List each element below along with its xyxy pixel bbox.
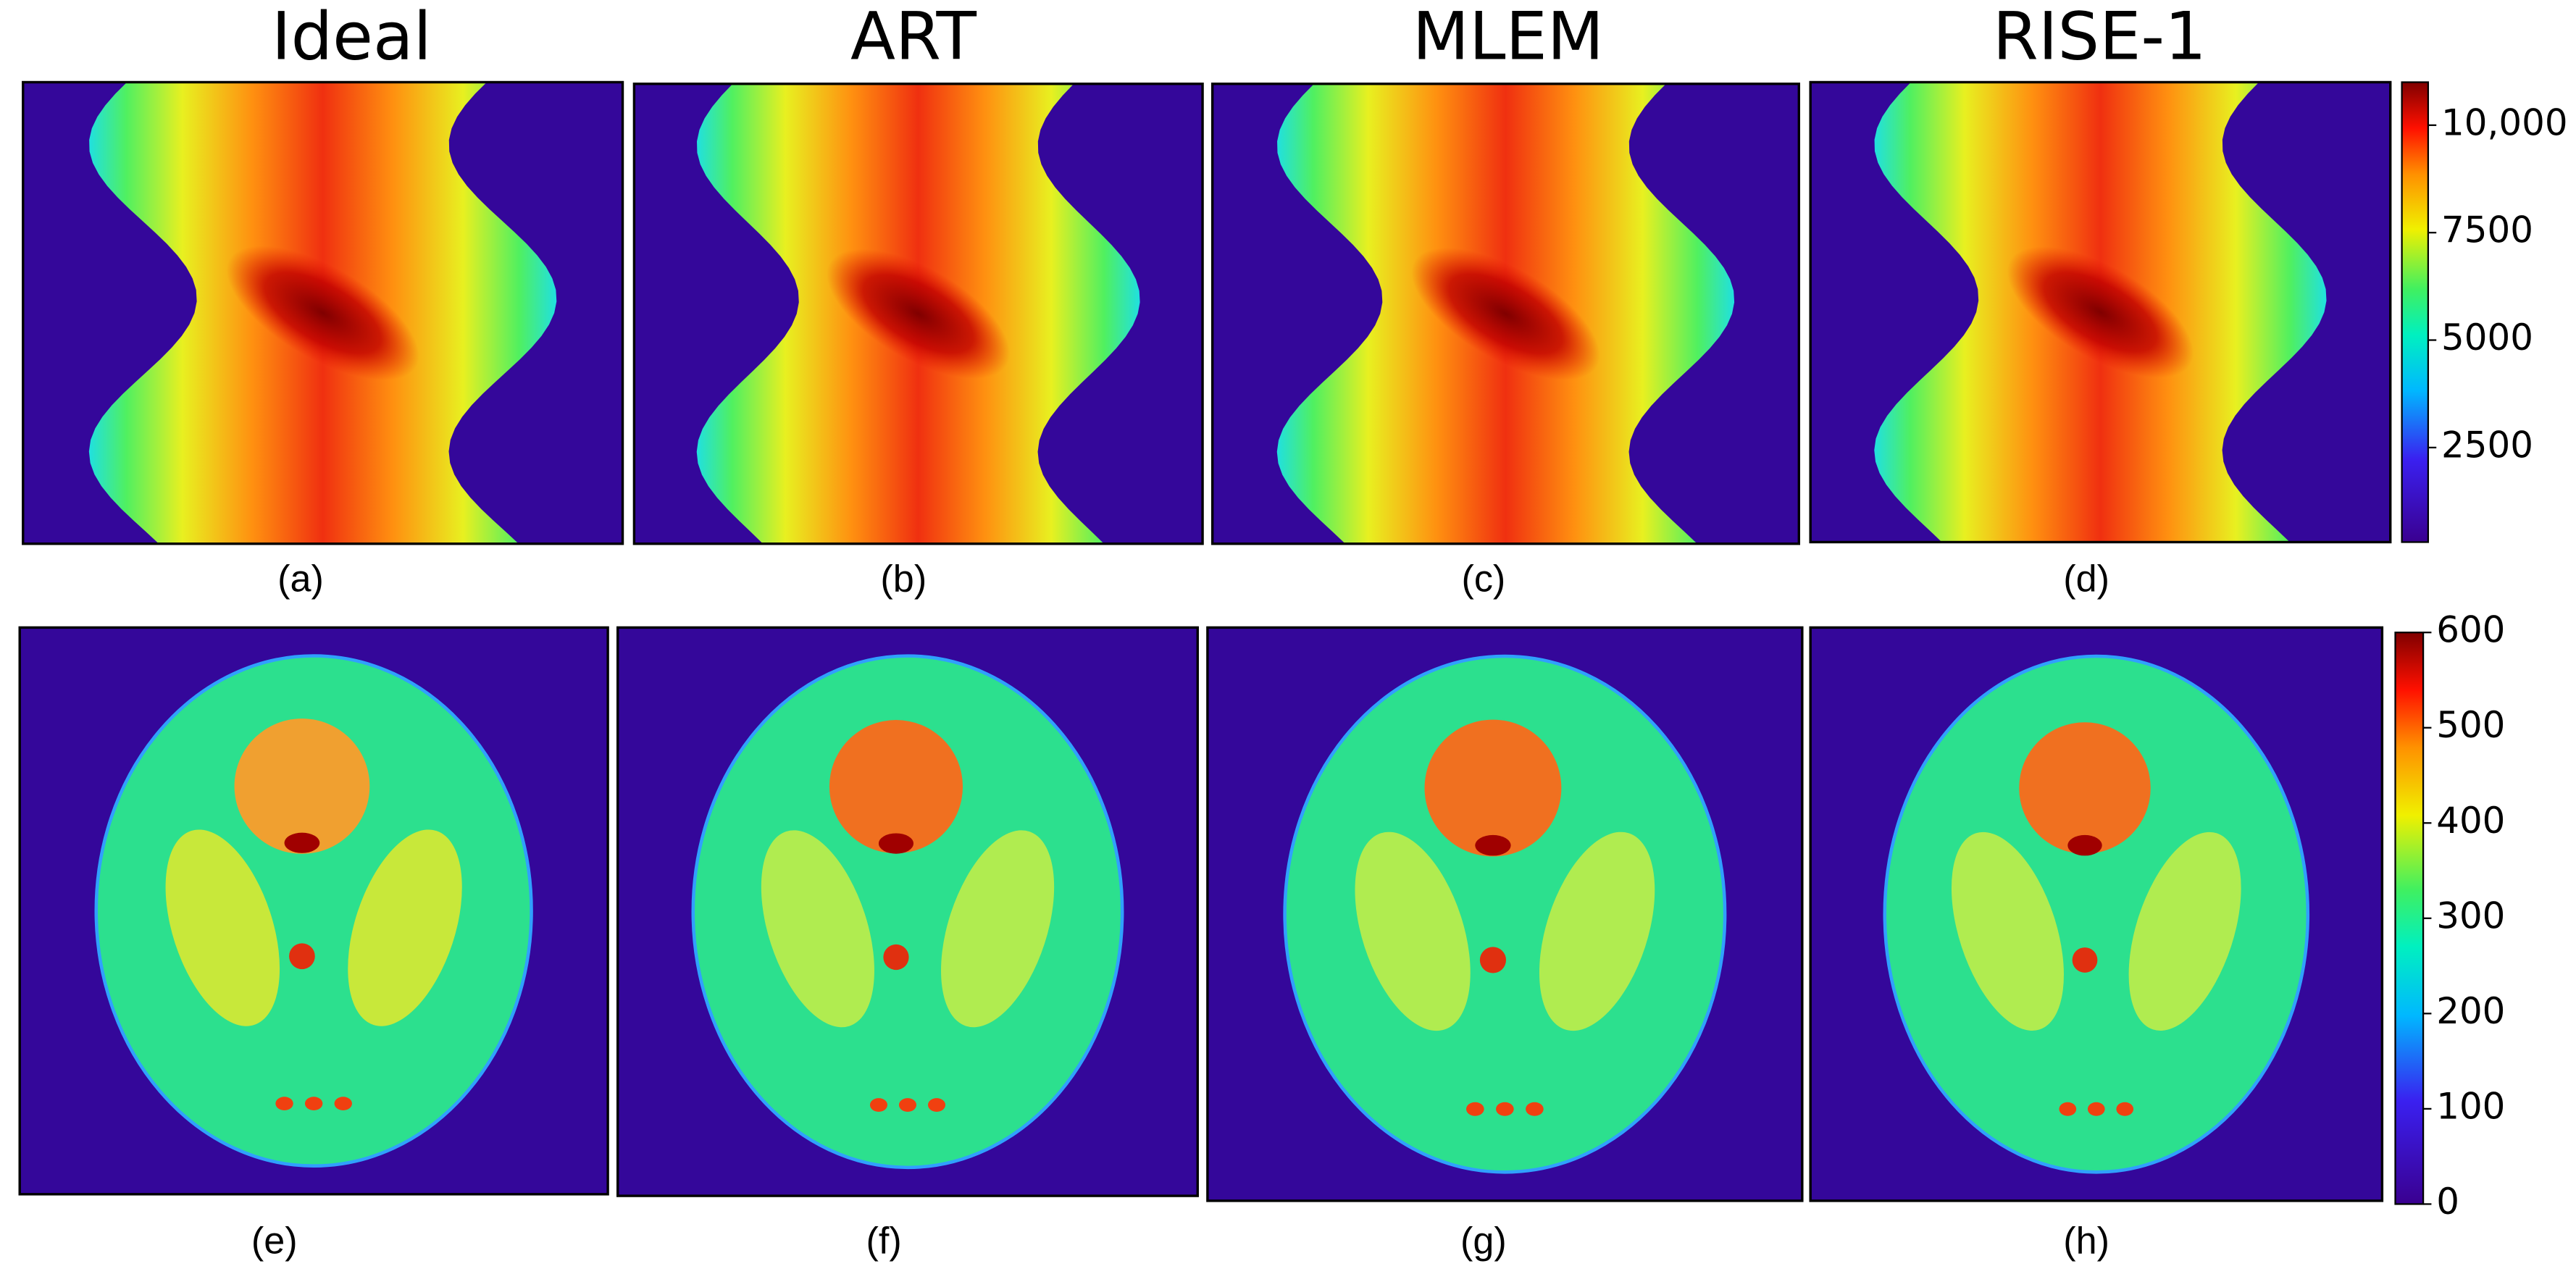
- phantom-dot: [304, 1097, 323, 1111]
- phantom-dot: [2067, 834, 2102, 856]
- sinogram-image: [1210, 83, 1801, 545]
- phantom-dot: [2116, 1102, 2134, 1116]
- sinogram-image: [632, 83, 1204, 545]
- colorbar: [2394, 632, 2425, 1205]
- phantom-lobe: [941, 830, 1055, 1028]
- phantom-image: [1206, 626, 1804, 1202]
- colorbar-tick-label: 500: [2436, 704, 2505, 746]
- band-core: [2007, 246, 2194, 378]
- colorbar-tick-label: 200: [2436, 990, 2505, 1032]
- phantom-lobe: [1539, 831, 1655, 1031]
- colorbar-tick-label: 600: [2436, 609, 2505, 651]
- panel-label: (g): [1460, 1220, 1507, 1262]
- phantom-dot: [1475, 834, 1511, 856]
- phantom-outer: [1283, 654, 1727, 1174]
- panel-label: (b): [880, 558, 927, 600]
- phantom-image: [18, 626, 609, 1196]
- image-border: [616, 626, 1199, 1197]
- colorbar-tick-label: 100: [2436, 1085, 2505, 1127]
- band-core: [226, 246, 419, 380]
- phantom-head: [1424, 719, 1562, 857]
- phantom-dot: [898, 1098, 916, 1112]
- panel-label: (a): [277, 558, 324, 600]
- colorbar-tick-label: 5000: [2441, 317, 2533, 359]
- colorbar-tick-label: 0: [2436, 1181, 2459, 1223]
- phantom-lobe: [165, 829, 280, 1026]
- image-border: [18, 626, 609, 1196]
- colorbar-tick-label: 7500: [2441, 209, 2533, 251]
- phantom-dot: [928, 1098, 946, 1112]
- column-title: MLEM: [1413, 0, 1604, 75]
- phantom-outer: [1883, 654, 2310, 1174]
- colorbar-tick-label: 300: [2436, 895, 2505, 937]
- panel-label: (e): [251, 1220, 298, 1262]
- colorbar-tick-label: 400: [2436, 800, 2505, 842]
- image-border: [632, 83, 1204, 545]
- phantom-image: [1809, 626, 2384, 1202]
- phantom-head: [234, 718, 370, 854]
- colorbar-tick-label: 10,000: [2441, 101, 2568, 143]
- colorbar: [2401, 81, 2430, 543]
- panel-label: (h): [2063, 1220, 2109, 1262]
- phantom-lobe: [348, 829, 462, 1026]
- phantom-dot: [1465, 1102, 1484, 1116]
- phantom-dot: [1479, 947, 1506, 973]
- phantom-dot: [334, 1097, 352, 1111]
- panel-label: (d): [2063, 558, 2109, 600]
- phantom-dot: [1526, 1102, 1544, 1116]
- phantom-dot: [878, 833, 913, 854]
- phantom-head: [2019, 722, 2151, 854]
- phantom-lobe: [2128, 831, 2241, 1031]
- image-border: [1809, 80, 2392, 544]
- colorbar-tick-label: 2500: [2441, 424, 2533, 466]
- image-border: [1809, 626, 2384, 1202]
- column-title: RISE-1: [1993, 0, 2207, 75]
- panel-label: (f): [866, 1220, 901, 1262]
- phantom-dot: [2087, 1102, 2105, 1116]
- panel-label: (c): [1461, 558, 1505, 600]
- phantom-head: [829, 720, 963, 854]
- column-title: Ideal: [272, 0, 432, 75]
- image-border: [1206, 626, 1804, 1202]
- image-border: [1210, 83, 1801, 545]
- phantom-dot: [2059, 1102, 2077, 1116]
- band-core: [1411, 247, 1600, 380]
- image-border: [22, 80, 624, 545]
- phantom-outer: [94, 654, 533, 1168]
- phantom-lobe: [761, 830, 874, 1028]
- sinogram-image: [22, 80, 624, 545]
- sinogram-image: [1809, 80, 2392, 544]
- phantom-dot: [289, 943, 315, 970]
- phantom-dot: [1496, 1102, 1514, 1116]
- phantom-image: [616, 626, 1199, 1197]
- phantom-dot: [883, 944, 909, 971]
- column-title: ART: [850, 0, 977, 75]
- phantom-dot: [869, 1098, 887, 1112]
- phantom-lobe: [1951, 831, 2064, 1031]
- phantom-dot: [2072, 947, 2098, 973]
- phantom-dot: [275, 1097, 293, 1111]
- band-core: [827, 248, 1011, 379]
- phantom-dot: [284, 832, 320, 853]
- phantom-outer: [691, 654, 1124, 1170]
- phantom-lobe: [1355, 831, 1471, 1031]
